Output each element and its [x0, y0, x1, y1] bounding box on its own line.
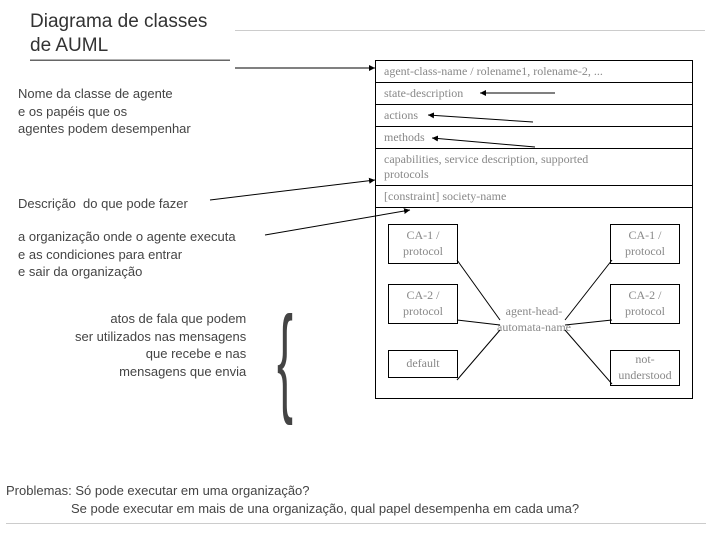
page-title: Diagrama de classes de AUML — [30, 10, 207, 58]
class-box: agent-class-name / rolename1, rolename-2… — [375, 60, 693, 399]
proto-right-top: CA-1 / protocol — [610, 224, 680, 264]
problems-line2: Se pode executar em mais de una organiza… — [71, 501, 579, 516]
compartment-state: state-description — [376, 83, 692, 105]
problems-label: Problemas: — [6, 483, 72, 498]
proto-left-mid: CA-2 / protocol — [388, 284, 458, 324]
annotation-descricao: Descrição do que pode fazer — [18, 195, 188, 213]
page-top-rule — [235, 30, 705, 31]
automata-label: agent-head- automata-name — [484, 304, 584, 335]
compartment-lower: CA-1 / protocol CA-2 / protocol default … — [376, 208, 692, 398]
compartment-methods: methods — [376, 127, 692, 149]
problems-block: Problemas: Só pode executar em uma organ… — [6, 482, 579, 518]
proto-right-mid: CA-2 / protocol — [610, 284, 680, 324]
title-underline — [30, 60, 230, 61]
compartment-classname: agent-class-name / rolename1, rolename-2… — [376, 61, 692, 83]
page-bottom-rule — [6, 523, 706, 524]
proto-left-top: CA-1 / protocol — [388, 224, 458, 264]
annotation-organizacao: a organização onde o agente executa e as… — [18, 228, 236, 281]
annotation-nome: Nome da classe de agente e os papéis que… — [18, 85, 191, 138]
brace-atos: { — [277, 290, 293, 428]
title-line1: Diagrama de classes de AUML — [30, 11, 207, 56]
compartment-actions: actions — [376, 105, 692, 127]
annotation-atos: atos de fala que podem ser utilizados na… — [75, 310, 246, 380]
problems-line1: Só pode executar em uma organização? — [75, 483, 309, 498]
compartment-capabilities: capabilities, service description, suppo… — [376, 149, 692, 186]
proto-left-bot: default — [388, 350, 458, 378]
compartment-constraint: [constraint] society-name — [376, 186, 692, 208]
proto-right-bot: not- understood — [610, 350, 680, 386]
